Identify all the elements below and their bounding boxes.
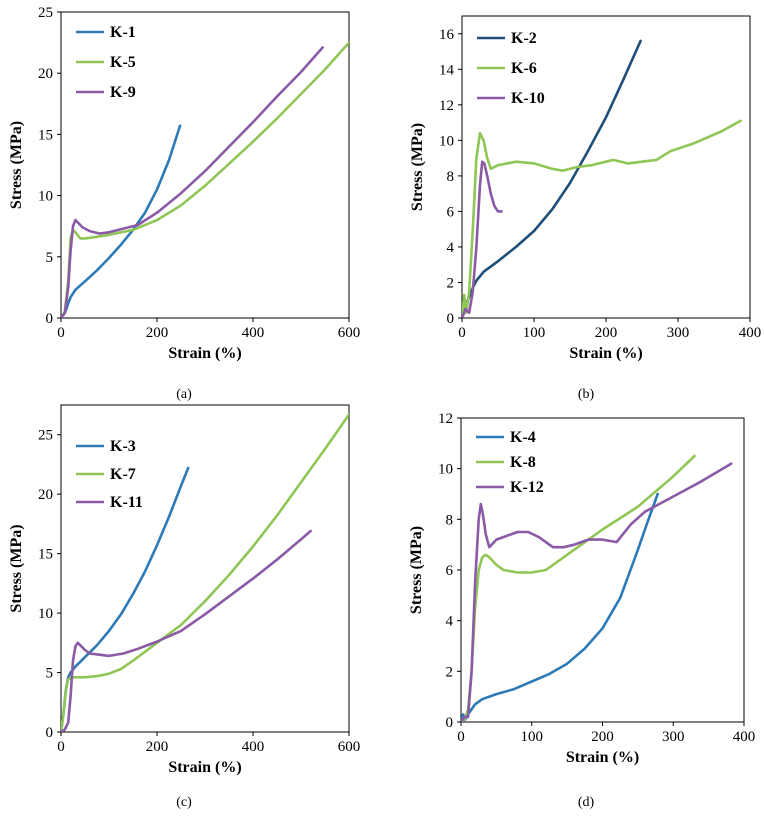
y-tick-label: 6 bbox=[446, 563, 454, 579]
x-tick-label: 600 bbox=[338, 325, 361, 341]
y-tick-label: 14 bbox=[439, 62, 455, 78]
chart-panel-2: 0 100 200 300 400 0 2 4 6 8 10 12 14 16 Strain (%) Stre… bbox=[409, 15, 762, 402]
y-tick-label: 20 bbox=[38, 66, 53, 82]
y-tick-label: 0 bbox=[46, 311, 54, 327]
legend-label-k-12: K-12 bbox=[510, 479, 544, 496]
y-tick-label: 2 bbox=[446, 664, 454, 680]
chart-panel-1: 0 200 400 600 0 5 10 15 20 25 Strain (%) Stress (MP… bbox=[8, 5, 360, 402]
x-tick-label: 0 bbox=[457, 729, 465, 745]
x-axis-label: Strain (%) bbox=[569, 345, 642, 362]
panel-caption: (a) bbox=[176, 387, 192, 402]
y-tick-label: 8 bbox=[447, 169, 455, 185]
series-line-k-5 bbox=[61, 41, 349, 318]
series-line-k-11 bbox=[61, 529, 312, 732]
legend-label-k-5: K-5 bbox=[110, 54, 136, 71]
legend-label-k-3: K-3 bbox=[110, 438, 136, 455]
legend-label-k-10: K-10 bbox=[511, 90, 545, 107]
y-tick-label: 0 bbox=[447, 311, 455, 327]
plot-frame bbox=[461, 15, 751, 319]
x-axis-label: Strain (%) bbox=[168, 345, 241, 362]
x-tick-label: 100 bbox=[521, 729, 544, 745]
series-line-k-8 bbox=[461, 454, 696, 722]
legend-label-k-8: K-8 bbox=[510, 454, 536, 471]
panel-caption: (c) bbox=[176, 795, 192, 810]
y-tick-label: 12 bbox=[438, 411, 453, 427]
y-tick-label: 16 bbox=[439, 27, 455, 43]
y-tick-label: 20 bbox=[38, 487, 53, 503]
legend: K-3 K-7 K-11 bbox=[76, 438, 143, 511]
y-tick-label: 15 bbox=[38, 127, 53, 143]
x-tick-label: 300 bbox=[662, 729, 685, 745]
y-tick-label: 15 bbox=[38, 547, 53, 563]
y-axis-label: Stress (MPa) bbox=[408, 526, 425, 614]
legend: K-4 K-8 K-12 bbox=[476, 429, 544, 496]
chart-panel-4: 0 100 200 300 400 0 2 4 6 8 10 12 Strain (%) Stress (… bbox=[408, 411, 755, 810]
x-tick-label: 400 bbox=[733, 729, 756, 745]
y-tick-label: 0 bbox=[46, 725, 54, 741]
y-axis-label: Stress (MPa) bbox=[8, 121, 25, 209]
legend: K-1 K-5 K-9 bbox=[76, 24, 136, 101]
y-tick-label: 25 bbox=[38, 5, 53, 21]
x-tick-label: 400 bbox=[242, 739, 265, 755]
y-tick-label: 10 bbox=[38, 189, 53, 205]
x-tick-label: 0 bbox=[458, 325, 466, 341]
y-axis-label: Stress (MPa) bbox=[8, 524, 25, 612]
series-line-k-12 bbox=[461, 462, 733, 722]
y-tick-label: 6 bbox=[447, 204, 455, 220]
legend-label-k-4: K-4 bbox=[510, 429, 536, 446]
x-tick-label: 0 bbox=[57, 739, 65, 755]
y-tick-label: 4 bbox=[447, 240, 455, 256]
legend-label-k-9: K-9 bbox=[110, 84, 136, 101]
chart-panel-3: 0 200 400 600 0 5 10 15 20 25 Strain (%) Stress (MP… bbox=[8, 404, 361, 810]
legend-label-k-6: K-6 bbox=[511, 60, 537, 77]
y-tick-label: 4 bbox=[446, 614, 454, 630]
legend-label-k-2: K-2 bbox=[511, 30, 537, 47]
panel-caption: (b) bbox=[578, 387, 595, 402]
x-tick-label: 200 bbox=[595, 325, 618, 341]
y-tick-label: 8 bbox=[446, 512, 454, 528]
y-tick-label: 12 bbox=[439, 98, 454, 114]
x-tick-label: 200 bbox=[146, 325, 169, 341]
y-tick-label: 10 bbox=[38, 606, 53, 622]
panel-caption: (d) bbox=[578, 795, 595, 810]
x-tick-label: 600 bbox=[338, 739, 361, 755]
x-tick-label: 200 bbox=[146, 739, 169, 755]
x-tick-label: 200 bbox=[591, 729, 614, 745]
x-axis-label: Strain (%) bbox=[168, 759, 241, 776]
y-tick-label: 10 bbox=[438, 462, 453, 478]
legend: K-2 K-6 K-10 bbox=[477, 30, 545, 107]
x-tick-label: 0 bbox=[57, 325, 65, 341]
plot-frame bbox=[60, 11, 350, 319]
y-tick-label: 5 bbox=[46, 250, 54, 266]
series-line-k-9 bbox=[61, 46, 324, 318]
y-tick-label: 5 bbox=[46, 666, 54, 682]
series-line-k-7 bbox=[61, 413, 349, 732]
x-tick-label: 400 bbox=[242, 325, 265, 341]
y-tick-label: 10 bbox=[439, 133, 454, 149]
legend-label-k-7: K-7 bbox=[110, 466, 136, 483]
y-tick-label: 2 bbox=[447, 275, 455, 291]
legend-label-k-1: K-1 bbox=[110, 24, 136, 41]
y-tick-label: 0 bbox=[446, 715, 454, 731]
series-line-k-10 bbox=[462, 160, 503, 318]
series-line-k-6 bbox=[462, 119, 742, 318]
x-tick-label: 400 bbox=[739, 325, 762, 341]
y-tick-label: 25 bbox=[38, 428, 53, 444]
x-tick-label: 100 bbox=[523, 325, 546, 341]
legend-label-k-11: K-11 bbox=[110, 494, 143, 511]
plot-frame bbox=[60, 404, 350, 733]
y-axis-label: Stress (MPa) bbox=[409, 123, 426, 211]
x-axis-label: Strain (%) bbox=[566, 749, 639, 766]
x-tick-label: 300 bbox=[667, 325, 690, 341]
